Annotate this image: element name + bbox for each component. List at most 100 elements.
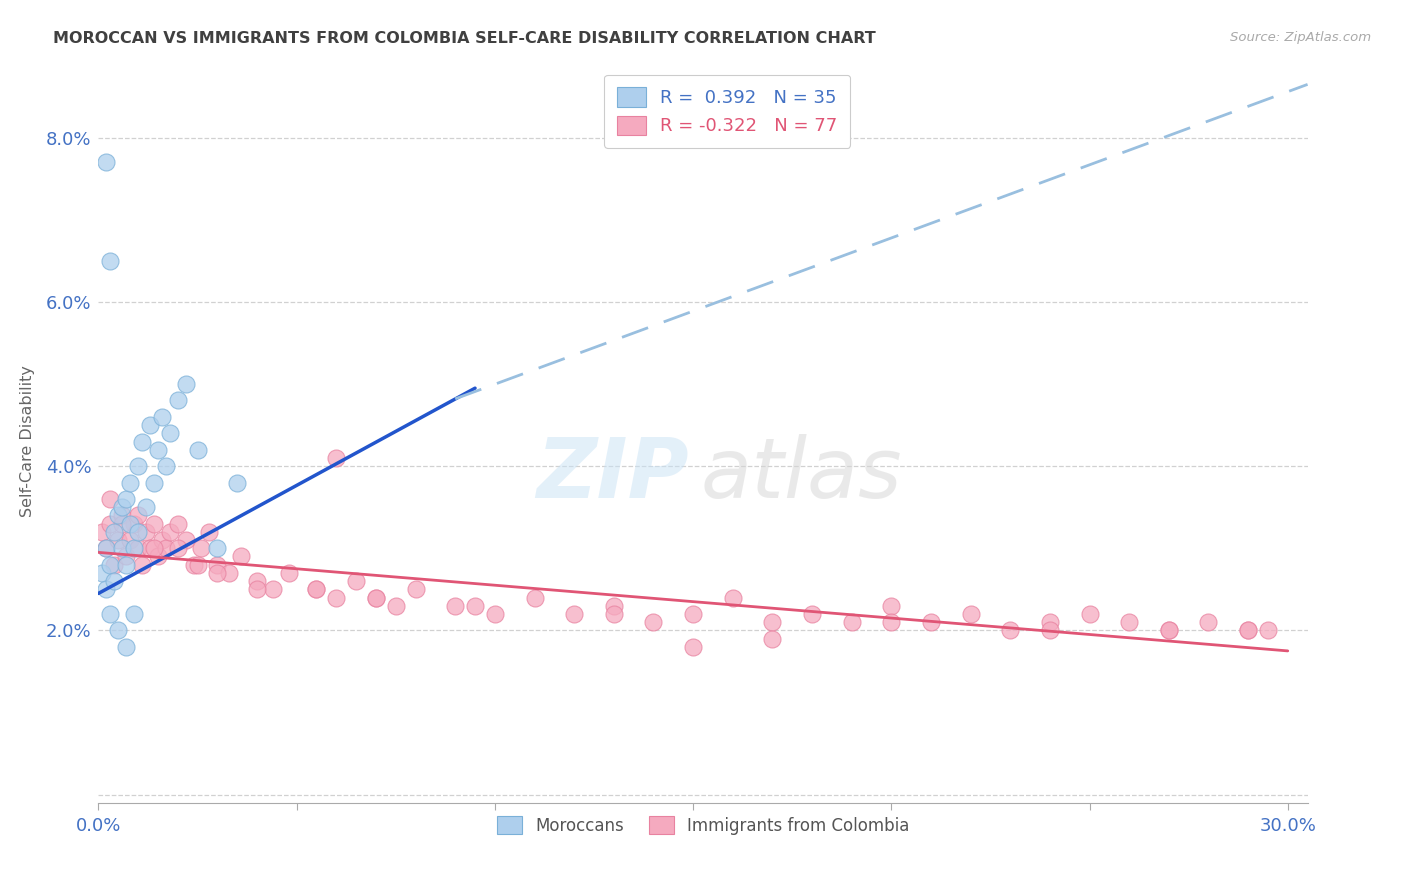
Point: [122, 541, 145, 556]
Point: [484, 607, 506, 621]
Text: atlas: atlas: [700, 434, 903, 515]
Point: [146, 442, 169, 457]
Point: [682, 607, 704, 621]
Point: [107, 533, 129, 547]
Point: [562, 607, 585, 621]
Point: [96, 541, 118, 556]
Point: [1198, 615, 1220, 630]
Point: [146, 549, 169, 564]
Point: [186, 442, 208, 457]
Point: [115, 558, 138, 572]
Point: [159, 524, 181, 539]
Point: [523, 591, 546, 605]
Point: [226, 475, 249, 490]
Point: [880, 599, 903, 613]
Y-axis label: Self-Care Disability: Self-Care Disability: [20, 366, 35, 517]
Point: [120, 475, 142, 490]
Point: [115, 491, 138, 506]
Point: [166, 541, 188, 556]
Point: [142, 475, 165, 490]
Point: [761, 615, 783, 630]
Point: [246, 574, 269, 588]
Point: [384, 599, 406, 613]
Point: [207, 541, 229, 556]
Point: [98, 491, 121, 506]
Point: [111, 541, 134, 556]
Point: [131, 558, 153, 572]
Point: [277, 566, 299, 580]
Point: [198, 524, 221, 539]
Point: [111, 516, 134, 531]
Point: [364, 591, 387, 605]
Point: [1039, 624, 1062, 638]
Point: [122, 607, 145, 621]
Point: [155, 541, 177, 556]
Point: [841, 615, 863, 630]
Point: [98, 516, 121, 531]
Point: [305, 582, 328, 597]
Point: [96, 582, 118, 597]
Point: [98, 558, 121, 572]
Point: [218, 566, 240, 580]
Point: [127, 459, 149, 474]
Point: [1118, 615, 1140, 630]
Point: [682, 640, 704, 654]
Point: [98, 253, 121, 268]
Point: [344, 574, 367, 588]
Point: [98, 607, 121, 621]
Point: [115, 640, 138, 654]
Point: [643, 615, 665, 630]
Point: [120, 516, 142, 531]
Point: [464, 599, 486, 613]
Text: MOROCCAN VS IMMIGRANTS FROM COLOMBIA SELF-CARE DISABILITY CORRELATION CHART: MOROCCAN VS IMMIGRANTS FROM COLOMBIA SEL…: [53, 31, 876, 46]
Point: [166, 393, 188, 408]
Point: [190, 541, 212, 556]
Point: [1257, 624, 1279, 638]
Point: [115, 549, 138, 564]
Point: [801, 607, 824, 621]
Point: [142, 516, 165, 531]
Point: [135, 524, 157, 539]
Point: [107, 624, 129, 638]
Point: [1039, 615, 1062, 630]
Point: [603, 599, 626, 613]
Point: [122, 516, 145, 531]
Text: ZIP: ZIP: [536, 434, 689, 515]
Point: [603, 607, 626, 621]
Point: [107, 508, 129, 523]
Point: [174, 377, 197, 392]
Point: [246, 582, 269, 597]
Point: [920, 615, 942, 630]
Text: Source: ZipAtlas.com: Source: ZipAtlas.com: [1230, 31, 1371, 45]
Point: [325, 591, 347, 605]
Point: [174, 533, 197, 547]
Point: [139, 418, 162, 433]
Point: [127, 541, 149, 556]
Point: [111, 508, 134, 523]
Point: [1000, 624, 1022, 638]
Point: [150, 533, 173, 547]
Point: [721, 591, 744, 605]
Point: [1157, 624, 1180, 638]
Point: [96, 541, 118, 556]
Point: [127, 508, 149, 523]
Point: [120, 533, 142, 547]
Point: [139, 541, 162, 556]
Point: [262, 582, 284, 597]
Point: [186, 558, 208, 572]
Point: [91, 566, 114, 580]
Point: [305, 582, 328, 597]
Point: [405, 582, 427, 597]
Legend: Moroccans, Immigrants from Colombia: Moroccans, Immigrants from Colombia: [489, 809, 917, 841]
Point: [103, 524, 125, 539]
Point: [1157, 624, 1180, 638]
Point: [166, 516, 188, 531]
Point: [111, 500, 134, 515]
Point: [207, 558, 229, 572]
Point: [959, 607, 981, 621]
Point: [91, 524, 114, 539]
Point: [150, 409, 173, 424]
Point: [131, 434, 153, 449]
Point: [127, 524, 149, 539]
Point: [761, 632, 783, 646]
